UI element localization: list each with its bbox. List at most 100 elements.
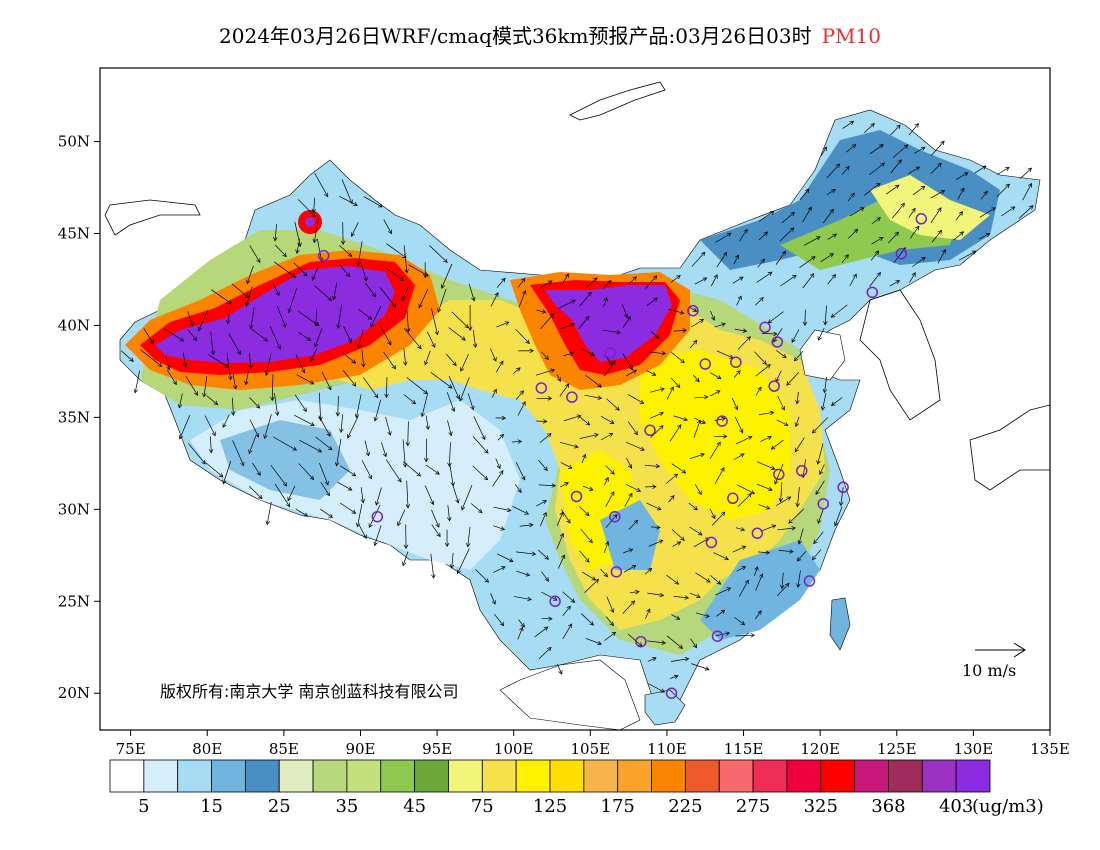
wind-arrowhead	[481, 435, 486, 441]
wind-arrow	[824, 377, 827, 393]
wind-arrow	[179, 415, 191, 440]
wind-arrowhead	[193, 391, 199, 396]
wind-arrow	[313, 218, 319, 243]
wind-arrowhead	[566, 518, 571, 524]
wind-arrowhead	[524, 510, 530, 515]
wind-arrow	[211, 289, 232, 305]
lat-tick-label: 35N	[58, 408, 90, 426]
wind-arrow	[869, 144, 884, 155]
wind-arrow	[143, 328, 154, 345]
wind-arrow	[232, 373, 237, 390]
wind-arrowhead	[628, 464, 633, 469]
wind-arrow	[758, 411, 774, 416]
wind-arrow	[827, 274, 836, 285]
wind-arrow	[848, 228, 858, 239]
wind-arrowhead	[849, 120, 855, 126]
wind-arrow	[467, 393, 474, 410]
wind-arrowhead	[356, 261, 361, 267]
wind-arrow	[294, 414, 315, 426]
wind-arrow	[424, 350, 431, 365]
wind-arrowhead	[757, 386, 762, 392]
legend-swatch	[177, 759, 212, 793]
wind-arrow	[908, 123, 919, 136]
wind-arrow	[339, 264, 351, 277]
wind-arrowhead	[739, 428, 744, 434]
wind-arrowhead	[263, 337, 269, 342]
wind-arrowhead	[879, 144, 884, 149]
station-marker	[796, 464, 808, 477]
wind-arrow	[317, 238, 323, 262]
wind-arrowhead	[309, 380, 315, 385]
wind-arrow	[370, 306, 382, 328]
wind-arrowhead	[334, 461, 340, 467]
wind-arrowhead	[661, 351, 667, 356]
wind-arrowhead	[652, 657, 657, 662]
wind-arrow	[403, 327, 422, 349]
wind-arrow	[475, 569, 489, 583]
wind-arrow	[930, 162, 942, 175]
wind-arrowhead	[362, 534, 367, 540]
wind-arrowhead	[838, 501, 844, 507]
wind-arrow	[556, 374, 561, 382]
wind-arrowhead	[291, 273, 296, 278]
wind-arrowhead	[249, 324, 254, 330]
korea-outline	[859, 289, 941, 421]
legend-swatch	[752, 759, 788, 793]
wind-scale: 10 m/s	[962, 642, 1026, 680]
station-marker	[535, 382, 548, 394]
wind-arrowhead	[793, 356, 799, 362]
wind-arrowhead	[767, 435, 772, 440]
wind-arrowhead	[692, 339, 698, 345]
wind-arrowhead	[769, 210, 775, 215]
wind-arrowhead	[420, 412, 425, 418]
wind-arrow	[691, 319, 704, 328]
wind-arrowhead	[759, 573, 764, 578]
wind-arrow	[357, 504, 363, 527]
wind-arrow	[188, 443, 206, 465]
wind-arrowhead	[326, 432, 331, 437]
station-marker	[716, 415, 728, 427]
wind-arrow	[448, 375, 460, 399]
wind-arrowhead	[911, 207, 916, 213]
wind-arrowhead	[911, 272, 916, 277]
wind-arrow	[363, 377, 379, 398]
wind-arrowhead	[796, 583, 801, 588]
wind-arrow	[541, 351, 549, 360]
wind-arrow	[711, 511, 726, 526]
wind-arrow	[909, 225, 920, 239]
wind-arrow	[297, 199, 316, 217]
wind-arrow	[374, 399, 382, 422]
wind-arrowhead	[940, 140, 945, 146]
legend-swatch	[143, 759, 179, 793]
wind-arrowhead	[739, 453, 745, 458]
wind-arrowhead	[937, 229, 943, 235]
wind-arrow	[831, 397, 843, 406]
wind-arrowhead	[311, 276, 316, 281]
wind-arrowhead	[981, 165, 987, 170]
xinjiang-dust-core	[155, 266, 395, 363]
wind-arrowhead	[295, 249, 300, 255]
wind-arrowhead	[324, 480, 329, 486]
wind-arrowhead	[723, 434, 728, 439]
wind-arrow	[666, 635, 683, 649]
wind-arrowhead	[740, 621, 746, 626]
wind-arrow	[689, 453, 705, 460]
wind-arrowhead	[327, 385, 332, 391]
wind-arrow	[386, 377, 388, 398]
wind-arrowhead	[609, 621, 614, 627]
wind-arrowhead	[570, 322, 576, 328]
wind-arrowhead	[628, 492, 633, 498]
wind-arrow	[270, 465, 287, 487]
wind-arrowhead	[309, 475, 315, 481]
wind-arrow	[424, 485, 434, 505]
wind-arrowhead	[499, 360, 504, 366]
wind-arrow	[958, 250, 977, 261]
wind-arrowhead	[367, 315, 373, 320]
wind-arrow	[562, 273, 569, 285]
wind-arrowhead	[651, 371, 657, 376]
wind-arrowhead	[387, 340, 392, 346]
wind-arrow	[357, 241, 363, 266]
wind-arrow	[298, 332, 311, 341]
wind-arrowhead	[822, 146, 827, 152]
color-legend: 5 15 25 35 45 75 125 175 225 275 325 368 403	[109, 759, 991, 817]
